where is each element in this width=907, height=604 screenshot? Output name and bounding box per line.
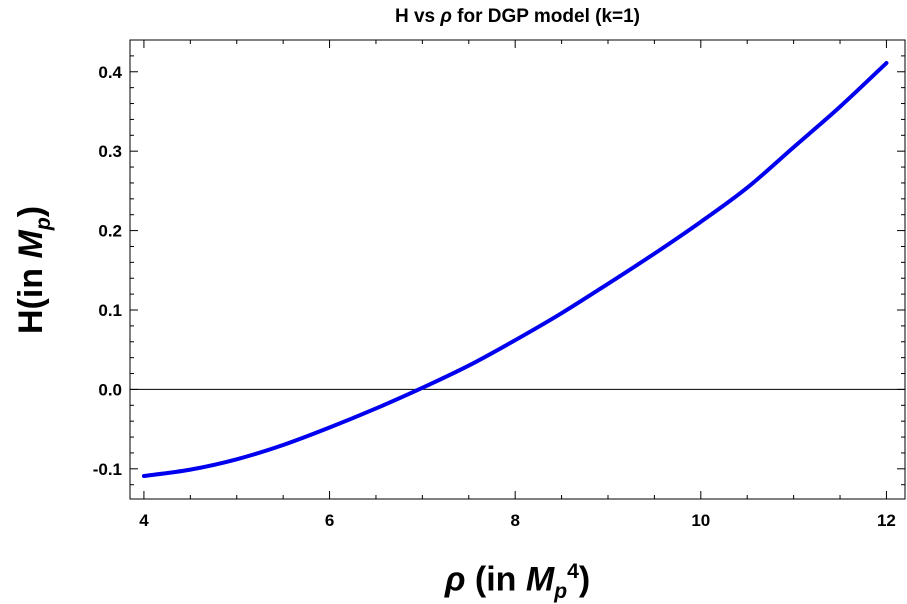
x-tick-label: 4 xyxy=(139,511,149,530)
tick-labels: 4 6 8 10 12 -0.1 0.0 0.1 0.2 0.3 0.4 xyxy=(93,63,896,530)
x-tick-label: 8 xyxy=(510,511,519,530)
y-tick-label: 0.2 xyxy=(98,222,122,241)
y-tick-label: 0.4 xyxy=(98,63,122,82)
chart-title: H vs ρ for DGP model (k=1) xyxy=(394,6,641,27)
x-tick-label: 10 xyxy=(691,511,710,530)
x-tick-label: 12 xyxy=(877,511,896,530)
plot-frame xyxy=(129,39,906,500)
x-axis-label: ρ (in Mp4) xyxy=(444,560,591,604)
series-line xyxy=(141,61,889,478)
y-tick-label: -0.1 xyxy=(93,460,122,479)
y-tick-label: 0.3 xyxy=(98,142,122,161)
y-tick-label: 0.1 xyxy=(98,301,122,320)
x-tick-label: 6 xyxy=(325,511,334,530)
y-axis-label: H(in Mp) xyxy=(12,205,55,335)
axis-ticks xyxy=(130,40,905,499)
y-tick-label: 0.0 xyxy=(98,380,122,399)
